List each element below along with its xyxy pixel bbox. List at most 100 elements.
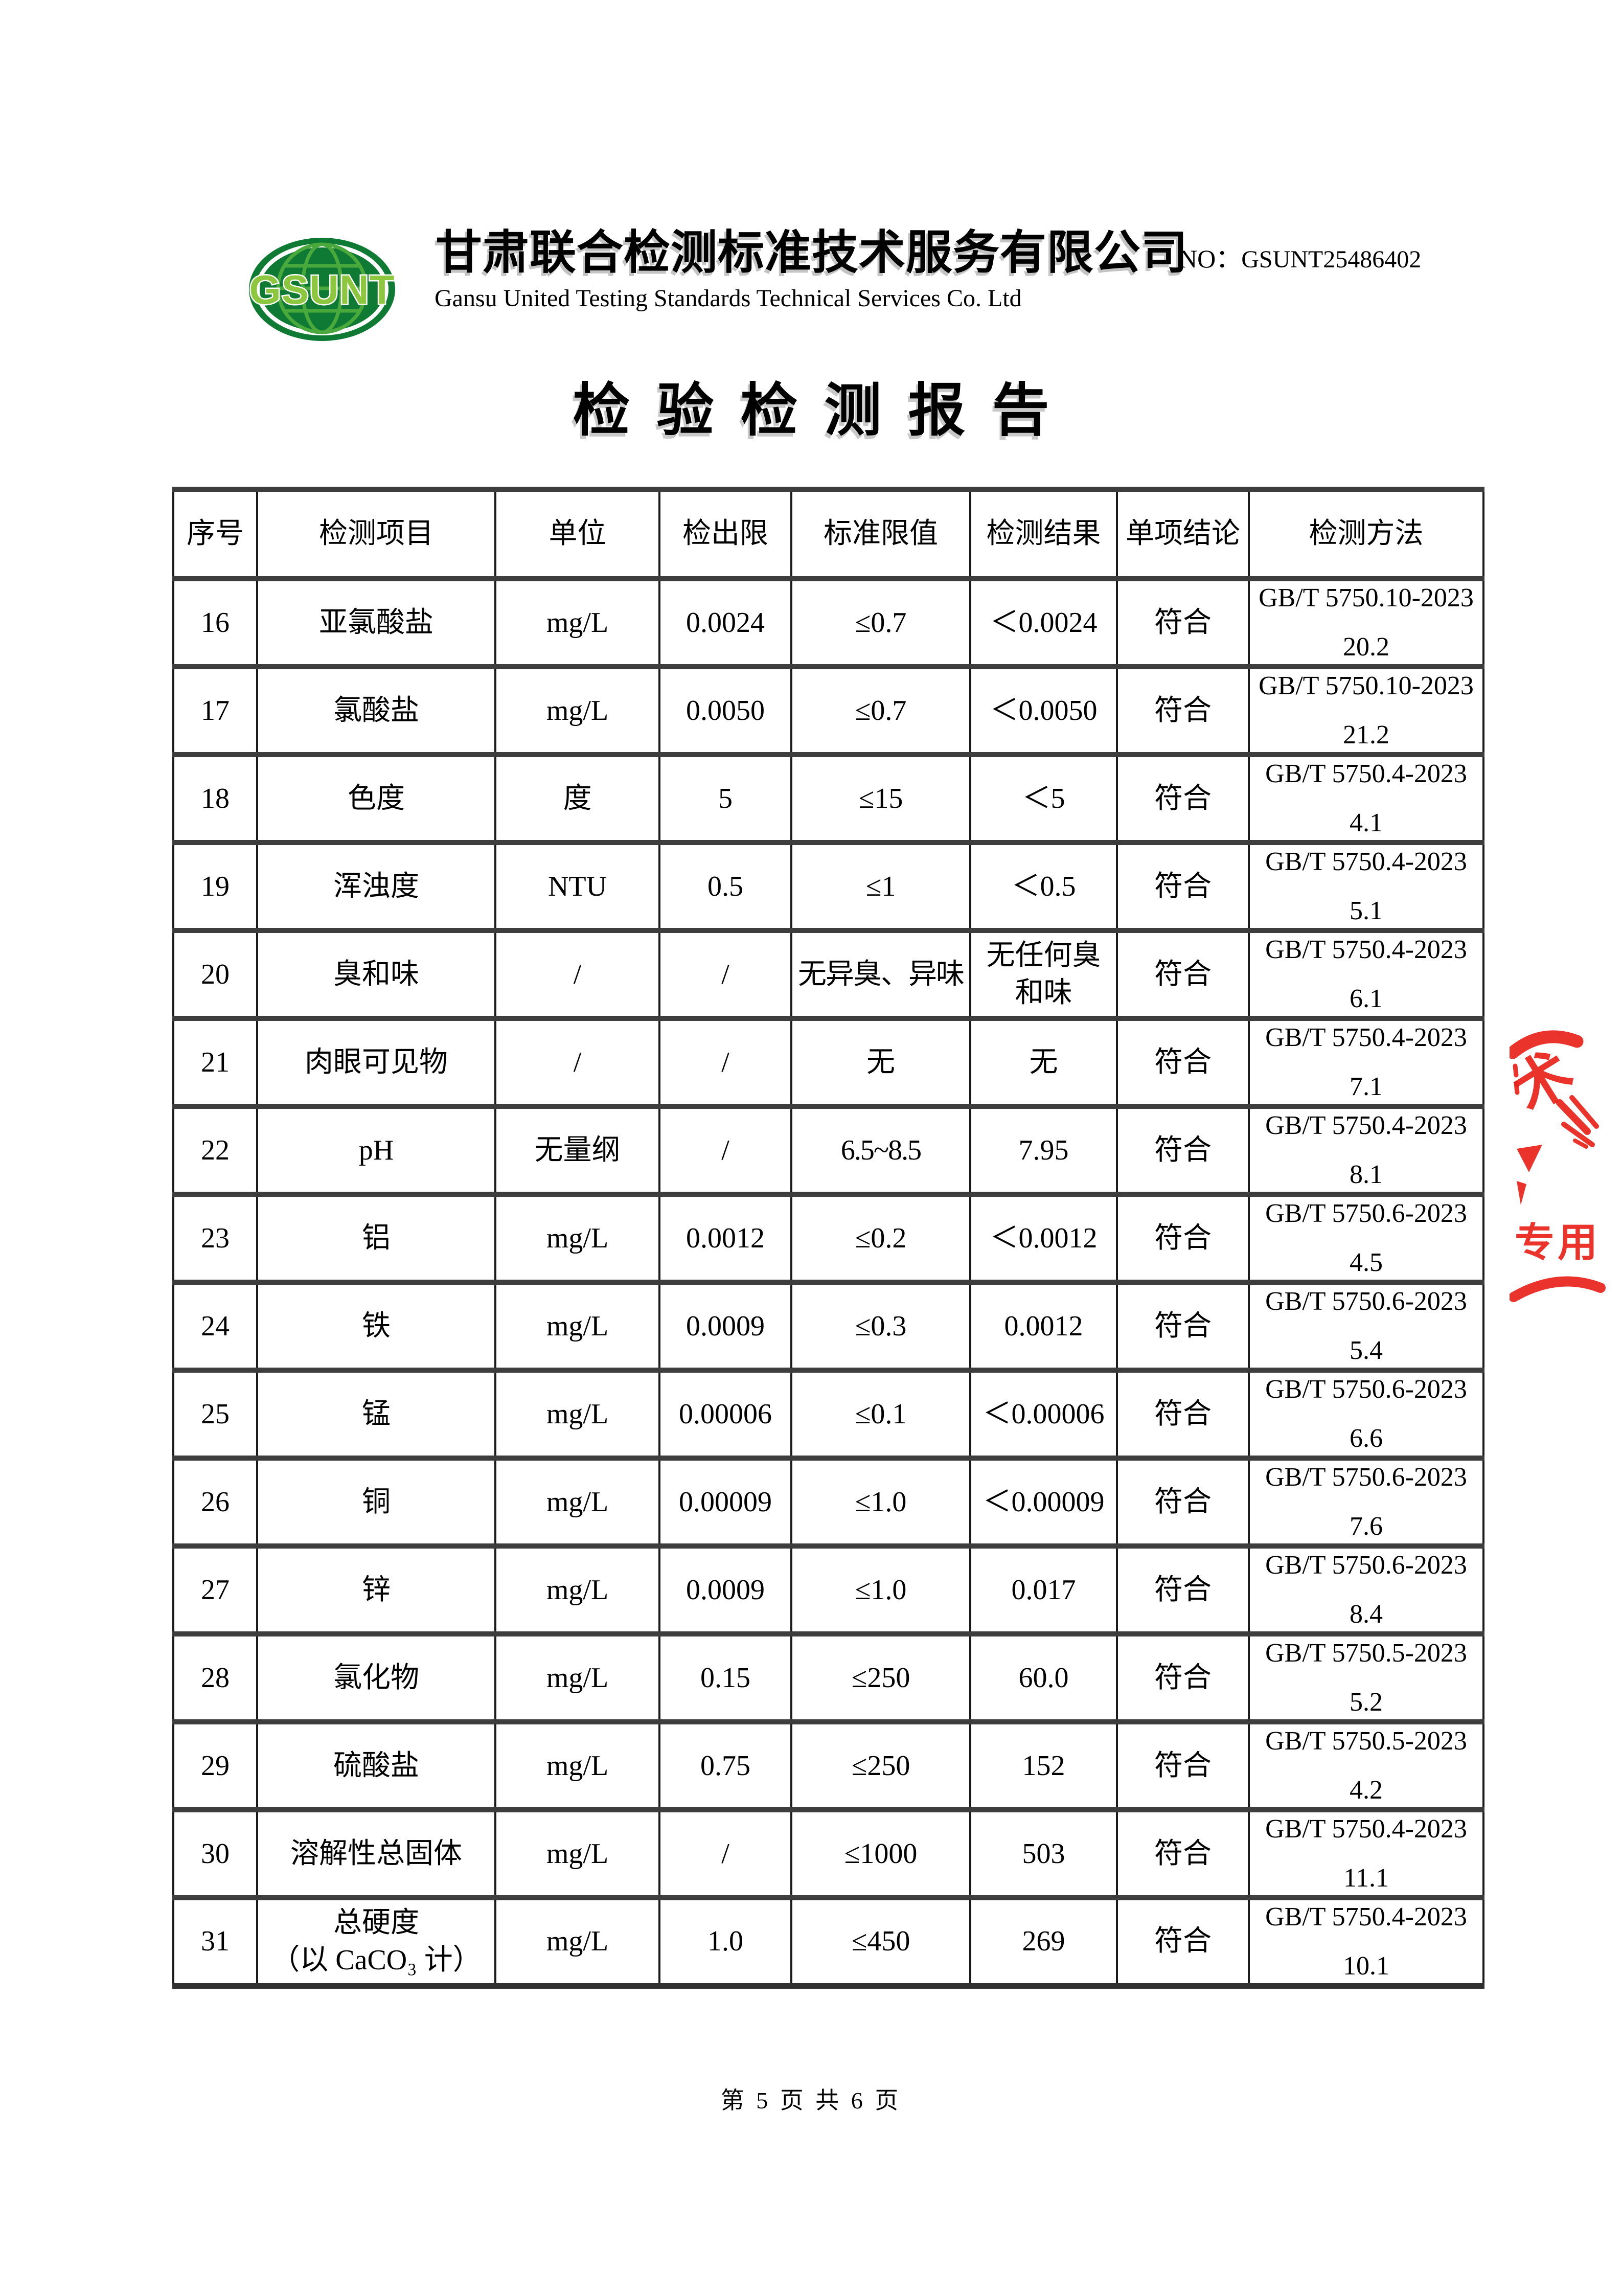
cell-conclusion: 符合 [1116,928,1249,1018]
company-name-en: Gansu United Testing Standards Technical… [435,285,1022,312]
gsunt-logo: GSUNT [248,237,396,342]
report-number-value: GSUNT25486402 [1241,246,1422,273]
cell-lod: 0.00006 [658,1368,791,1458]
gsunt-logo-icon: GSUNT [248,238,396,341]
cell-method: GB/T 5750.5-2023 5.2 [1248,1631,1483,1722]
cell-item: 锰 [256,1368,495,1458]
cell-limit: ≤1 [790,840,970,930]
cell-method: GB/T 5750.6-2023 6.6 [1248,1368,1483,1458]
col-header-lod: 检出限 [658,487,791,579]
method-section: 7.6 [1350,1512,1383,1541]
page-title: 检验检测报告 [573,379,1076,443]
cell-no: 27 [172,1543,257,1634]
cell-item: 铝 [256,1192,495,1282]
cell-limit: ≤1000 [790,1807,970,1898]
method-standard: GB/T 5750.5-2023 [1265,1639,1467,1668]
cell-method: GB/T 5750.4-2023 5.1 [1248,840,1483,930]
cell-result: ＜0.5 [969,840,1117,930]
cell-no: 19 [172,840,257,930]
table-header-row: 序号 检测项目 单位 检出限 标准限值 检测结果 单项结论 检测方法 [172,487,1483,579]
cell-method: GB/T 5750.4-2023 7.1 [1248,1016,1483,1106]
cell-item: 亚氯酸盐 [256,576,495,667]
cell-result: ＜0.00009 [969,1456,1117,1546]
cell-lod: 0.0050 [658,664,791,755]
cell-unit: 无量纲 [494,1104,659,1194]
cell-unit: mg/L [494,1807,659,1898]
cell-item: pH [256,1104,495,1194]
cell-conclusion: 符合 [1116,1543,1249,1634]
cell-result: ＜0.0050 [969,664,1117,755]
cell-lod: / [658,1016,791,1106]
cell-item: 铁 [256,1280,495,1370]
table-row: 17 氯酸盐 mg/L 0.0050 ≤0.7 ＜0.0050 符合 GB/T 5750.10… [172,664,1483,755]
cell-no: 21 [172,1016,257,1106]
red-seal-stamp: 术 专用 [1510,1025,1622,1304]
method-standard: GB/T 5750.4-2023 [1265,1111,1467,1140]
cell-limit: ≤0.7 [790,664,970,755]
report-number-label: NO： [1179,244,1242,273]
cell-result: 无任何臭 和味 [969,928,1117,1018]
col-header-unit: 单位 [494,487,659,579]
method-section: 5.2 [1350,1688,1383,1717]
red-seal-stamp-icon: 术 专用 [1510,1030,1606,1302]
cell-unit: mg/L [494,1543,659,1634]
report-number: NO：GSUNT25486402 [1179,238,1421,275]
cell-limit: ≤1.0 [790,1456,970,1546]
cell-item: 总硬度 （以 CaCO₃ 计） [256,1895,495,1986]
table-row: 26 铜 mg/L 0.00009 ≤1.0 ＜0.00009 符合 GB/T 5750.6-… [172,1456,1483,1546]
cell-conclusion: 符合 [1116,1456,1249,1546]
stamp-fragment-top: 术 [1510,1040,1584,1124]
table-row: 30 溶解性总固体 mg/L / ≤1000 503 符合 GB/T 5750.4-2023 1… [172,1807,1483,1898]
cell-no: 29 [172,1719,257,1810]
cell-limit: ≤250 [790,1719,970,1810]
cell-no: 26 [172,1456,257,1546]
cell-result: ＜5 [969,752,1117,843]
cell-lod: 0.0009 [658,1543,791,1634]
cell-no: 22 [172,1104,257,1194]
method-standard: GB/T 5750.4-2023 [1265,759,1467,788]
cell-method: GB/T 5750.10-2023 21.2 [1248,664,1483,755]
cell-lod: / [658,928,791,1018]
col-header-item: 检测项目 [256,487,495,579]
method-standard: GB/T 5750.6-2023 [1265,1287,1467,1316]
cell-no: 28 [172,1631,257,1722]
cell-method: GB/T 5750.4-2023 4.1 [1248,752,1483,843]
cell-lod: 5 [658,752,791,843]
method-standard: GB/T 5750.10-2023 [1259,671,1474,700]
col-header-no: 序号 [172,487,257,579]
cell-no: 25 [172,1368,257,1458]
table-row: 22 pH 无量纲/6.5~8.5 7.95 符合 GB/T 5750.4-2023 8.1 [172,1104,1483,1194]
cell-method: GB/T 5750.4-2023 10.1 [1248,1895,1483,1986]
cell-result: 无 [969,1016,1117,1106]
cell-item: 氯酸盐 [256,664,495,755]
cell-method: GB/T 5750.6-2023 8.4 [1248,1543,1483,1634]
cell-item: 浑浊度 [256,840,495,930]
cell-unit: mg/L [494,664,659,755]
cell-limit: ≤1.0 [790,1543,970,1634]
table-row: 27 锌 mg/L 0.0009 ≤1.0 0.017 符合 GB/T 5750.6-2023… [172,1543,1483,1634]
logo-text: GSUNT [249,267,395,312]
cell-lod: 0.75 [658,1719,791,1810]
cell-conclusion: 符合 [1116,1192,1249,1282]
cell-conclusion: 符合 [1116,1719,1249,1810]
cell-limit: ≤0.3 [790,1280,970,1370]
method-standard: GB/T 5750.4-2023 [1265,1902,1467,1931]
col-header-method: 检测方法 [1248,487,1483,579]
method-section: 4.5 [1350,1248,1383,1277]
cell-conclusion: 符合 [1116,1895,1249,1986]
cell-conclusion: 符合 [1116,1016,1249,1106]
method-section: 6.6 [1350,1424,1383,1453]
table-row: 20 臭和味 / / 无异臭、异味 无任何臭 和味 符合 GB/T 5750.4-2023 6.… [172,928,1483,1018]
cell-limit: ≤0.2 [790,1192,970,1282]
cell-limit: 6.5~8.5 [790,1104,970,1194]
method-section: 6.1 [1350,984,1383,1013]
cell-item: 溶解性总固体 [256,1807,495,1898]
method-standard: GB/T 5750.6-2023 [1265,1375,1467,1404]
table-row: 23 铝 mg/L 0.0012 ≤0.2 ＜0.0012 符合 GB/T 5750.6-20… [172,1192,1483,1282]
method-section: 5.4 [1350,1336,1383,1365]
cell-limit: ≤250 [790,1631,970,1722]
method-section: 10.1 [1343,1951,1389,1981]
col-header-conclusion: 单项结论 [1116,487,1249,579]
method-section: 11.1 [1343,1863,1389,1893]
table-row: 16 亚氯酸盐 mg/L 0.0024 ≤0.7 ＜0.0024 符合 GB/T 5750.1… [172,576,1483,667]
